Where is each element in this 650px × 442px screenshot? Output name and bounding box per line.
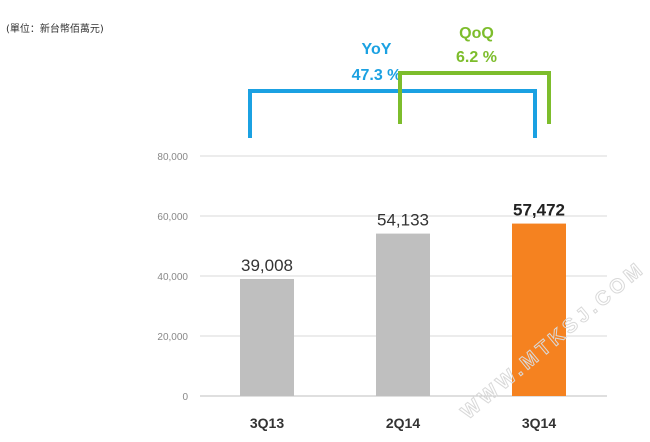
- yoy-value: 47.3 %: [352, 67, 402, 84]
- qoq-value: 6.2 %: [456, 49, 497, 66]
- growth-annotations: YoY 47.3 % QoQ 6.2 %: [248, 25, 551, 138]
- y-tick-label-80000: 80,000: [157, 152, 188, 163]
- data-labels: 39,008 54,133 57,472: [241, 201, 565, 275]
- yoy-label: YoY: [362, 41, 392, 58]
- unit-note: (單位：新台幣佰萬元): [6, 24, 104, 35]
- yoy-bracket: [248, 89, 537, 138]
- x-tick-label-2Q14: 2Q14: [386, 415, 420, 431]
- y-tick-label-20000: 20,000: [157, 332, 188, 343]
- qoq-bracket: [398, 71, 551, 124]
- x-axis-labels: 3Q13 2Q14 3Q14: [250, 415, 556, 431]
- y-tick-label-0: 0: [182, 392, 188, 403]
- bar-3Q13: [240, 278, 294, 396]
- y-tick-label-60000: 60,000: [157, 212, 188, 223]
- y-tick-label-40000: 40,000: [157, 272, 188, 283]
- bar-3Q14: [512, 223, 566, 396]
- data-label-3Q14: 57,472: [513, 201, 565, 220]
- bar-2Q14: [376, 233, 430, 396]
- data-label-2Q14: 54,133: [377, 211, 429, 230]
- x-tick-label-3Q13: 3Q13: [250, 415, 284, 431]
- qoq-label: QoQ: [459, 25, 494, 42]
- y-axis-ticks: 0 20,000 40,000 60,000 80,000: [157, 152, 188, 403]
- x-tick-label-3Q14: 3Q14: [522, 415, 556, 431]
- data-label-3Q13: 39,008: [241, 256, 293, 275]
- bars: [240, 223, 566, 396]
